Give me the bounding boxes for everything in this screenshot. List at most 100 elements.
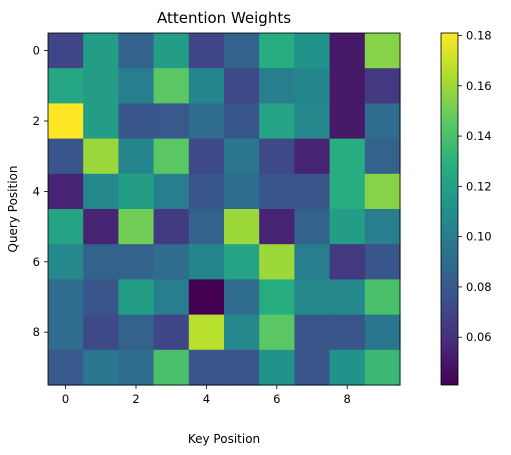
heatmap-cell-r6-c8 <box>329 244 366 280</box>
colorbar-tick-label: 0.16 <box>466 79 492 93</box>
x-tick-label: 4 <box>203 392 210 406</box>
heatmap-cell-r7-c6 <box>259 279 295 316</box>
colorbar-ticks: 0.06 0.08 0.10 0.12 0.14 0.16 0.18 <box>458 29 492 344</box>
heatmap-cell-r8-c1 <box>83 314 119 351</box>
heatmap-cell-r2-c9 <box>364 103 401 140</box>
heatmap-cell-r1-c9 <box>364 68 401 104</box>
heatmap-cell-r6-c7 <box>294 244 331 280</box>
heatmap-cell-r1-c8 <box>329 68 366 104</box>
y-tick-label: 0 <box>33 44 40 58</box>
heatmap-cell-r7-c5 <box>224 279 260 316</box>
heatmap-cell-r9-c9 <box>364 349 401 386</box>
heatmap-cell-r5-c0 <box>48 209 84 245</box>
heatmap-cell-r1-c3 <box>153 68 190 104</box>
heatmap-cell-r0-c9 <box>364 33 401 69</box>
heatmap-cell-r4-c8 <box>329 173 366 210</box>
heatmap-cell-r7-c2 <box>118 279 155 316</box>
heatmap-cell-r0-c2 <box>118 33 155 69</box>
colorbar-tick-label: 0.06 <box>466 330 492 344</box>
colorbar-tick-label: 0.10 <box>466 230 492 244</box>
heatmap-cell-r7-c8 <box>329 279 366 316</box>
heatmap-cell-r0-c3 <box>153 33 190 69</box>
heatmap-cell-r8-c6 <box>259 314 295 351</box>
x-tick-label: 2 <box>132 392 139 406</box>
heatmap-cell-r2-c8 <box>329 103 366 140</box>
heatmap-cell-r0-c6 <box>259 33 295 69</box>
y-tick-label: 2 <box>33 114 40 128</box>
heatmap-cell-r3-c7 <box>294 138 331 175</box>
heatmap-cell-r6-c3 <box>153 244 190 280</box>
heatmap-cell-r1-c7 <box>294 68 331 104</box>
heatmap-cell-r7-c4 <box>188 279 225 316</box>
heatmap-cell-r4-c1 <box>83 173 119 210</box>
heatmap-cell-r8-c5 <box>224 314 260 351</box>
heatmap-cell-r8-c4 <box>188 314 225 351</box>
heatmap-cell-r6-c4 <box>188 244 225 280</box>
heatmap-cell-r9-c0 <box>48 349 84 386</box>
heatmap-cell-r7-c7 <box>294 279 331 316</box>
x-axis-ticks: 0 2 4 6 8 <box>62 385 351 406</box>
heatmap-cell-r7-c3 <box>153 279 190 316</box>
heatmap-cell-r9-c1 <box>83 349 119 386</box>
heatmap-cell-r8-c3 <box>153 314 190 351</box>
heatmap-cell-r5-c3 <box>153 209 190 245</box>
heatmap-cell-r2-c5 <box>224 103 260 140</box>
heatmap-cell-r3-c6 <box>259 138 295 175</box>
heatmap-cell-r4-c9 <box>364 173 401 210</box>
colorbar-tick-label: 0.12 <box>466 179 492 193</box>
heatmap-cell-r0-c0 <box>48 33 84 69</box>
heatmap-cell-r3-c8 <box>329 138 366 175</box>
heatmap-cell-r9-c6 <box>259 349 295 386</box>
y-tick-label: 8 <box>33 325 40 339</box>
heatmap-cell-r9-c5 <box>224 349 260 386</box>
heatmap-cell-r5-c5 <box>224 209 260 245</box>
heatmap-cell-r5-c7 <box>294 209 331 245</box>
colorbar-tick-label: 0.18 <box>466 29 492 43</box>
heatmap-cell-r6-c5 <box>224 244 260 280</box>
colorbar <box>441 33 458 385</box>
colorbar-frame <box>440 32 459 386</box>
heatmap-cell-r8-c7 <box>294 314 331 351</box>
heatmap-cell-r2-c7 <box>294 103 331 140</box>
heatmap-cell-r1-c0 <box>48 68 84 104</box>
heatmap-cell-r5-c8 <box>329 209 366 245</box>
plot-frame <box>47 32 401 386</box>
heatmap-cell-r6-c6 <box>259 244 295 280</box>
heatmap-cell-r0-c4 <box>188 33 225 69</box>
heatmap-cell-r5-c6 <box>259 209 295 245</box>
heatmap-cell-r5-c1 <box>83 209 119 245</box>
heatmap-cells <box>48 33 401 386</box>
colorbar-tick-label: 0.08 <box>466 280 492 294</box>
heatmap-cell-r1-c5 <box>224 68 260 104</box>
heatmap-cell-r3-c1 <box>83 138 119 175</box>
heatmap-cell-r4-c2 <box>118 173 155 210</box>
heatmap-cell-r9-c2 <box>118 349 155 386</box>
heatmap-cell-r1-c2 <box>118 68 155 104</box>
heatmap-cell-r0-c7 <box>294 33 331 69</box>
heatmap-cell-r1-c4 <box>188 68 225 104</box>
heatmap-cell-r2-c2 <box>118 103 155 140</box>
heatmap-cell-r4-c4 <box>188 173 225 210</box>
heatmap-cell-r4-c0 <box>48 173 84 210</box>
heatmap-cell-r3-c4 <box>188 138 225 175</box>
heatmap-cell-r4-c3 <box>153 173 190 210</box>
heatmap-cell-r1-c6 <box>259 68 295 104</box>
heatmap-cell-r5-c2 <box>118 209 155 245</box>
heatmap-cell-r0-c5 <box>224 33 260 69</box>
x-axis-label: Key Position <box>188 432 260 446</box>
heatmap-cell-r9-c4 <box>188 349 225 386</box>
heatmap-cell-r0-c8 <box>329 33 366 69</box>
heatmap-cell-r6-c1 <box>83 244 119 280</box>
heatmap-cell-r5-c9 <box>364 209 401 245</box>
y-axis-ticks: 0 2 4 6 8 <box>33 44 48 339</box>
heatmap-cell-r2-c4 <box>188 103 225 140</box>
heatmap-cell-r2-c3 <box>153 103 190 140</box>
x-tick-label: 6 <box>273 392 280 406</box>
x-tick-label: 0 <box>62 392 69 406</box>
colorbar-tick-label: 0.14 <box>466 129 492 143</box>
heatmap-cell-r6-c2 <box>118 244 155 280</box>
y-axis-label: Query Position <box>6 165 20 252</box>
heatmap-cell-r2-c6 <box>259 103 295 140</box>
heatmap-cell-r7-c0 <box>48 279 84 316</box>
